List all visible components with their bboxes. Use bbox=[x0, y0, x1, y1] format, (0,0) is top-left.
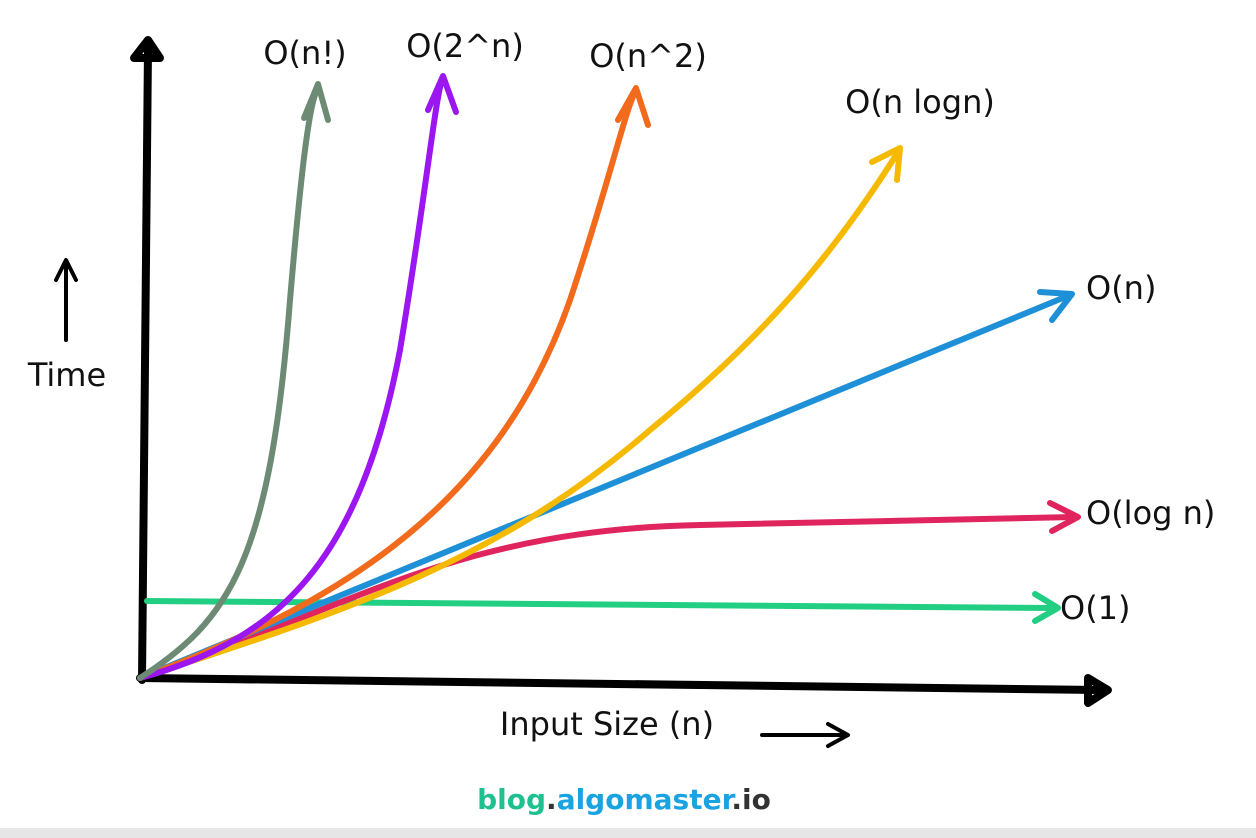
arrowhead bbox=[1047, 500, 1081, 534]
y-axis bbox=[138, 44, 152, 684]
curve-on2 bbox=[137, 87, 639, 681]
curve-label: O(2^n) bbox=[406, 27, 524, 65]
time-arrow bbox=[54, 258, 78, 342]
footer-part: .io bbox=[731, 783, 770, 816]
curve-ologn bbox=[137, 514, 1078, 681]
curve-label: O(n!) bbox=[263, 34, 346, 72]
curve-label: O(1) bbox=[1060, 589, 1131, 627]
footer-part: algomaster bbox=[557, 783, 736, 816]
y-axis-label: Time bbox=[27, 356, 106, 394]
curve-onlogn bbox=[137, 149, 901, 681]
arrowhead bbox=[1037, 289, 1075, 323]
y-axis-arrow bbox=[130, 36, 164, 62]
arrowhead bbox=[869, 145, 903, 183]
x-axis-arrow bbox=[1084, 674, 1112, 707]
curve-label: O(n^2) bbox=[589, 37, 707, 75]
curve-o1 bbox=[144, 598, 1058, 611]
curve-label: O(n) bbox=[1086, 269, 1156, 307]
footer-part: blog bbox=[477, 783, 546, 816]
curve-o2n bbox=[137, 77, 445, 681]
footer: blog.algomaster.io bbox=[477, 783, 771, 816]
arrowhead bbox=[615, 85, 651, 128]
footer-part: . bbox=[546, 783, 557, 816]
curve-on bbox=[137, 292, 1073, 681]
curve-onfact bbox=[137, 85, 321, 681]
input-arrow bbox=[760, 722, 850, 748]
bottom-strip bbox=[0, 828, 1256, 838]
arrowhead bbox=[1032, 591, 1061, 624]
curve-label: O(log n) bbox=[1086, 494, 1215, 532]
arrowhead bbox=[425, 73, 459, 115]
x-axis bbox=[136, 674, 1104, 694]
x-axis-label: Input Size (n) bbox=[500, 705, 714, 743]
curve-label: O(n logn) bbox=[845, 83, 995, 121]
arrowhead bbox=[301, 81, 331, 123]
